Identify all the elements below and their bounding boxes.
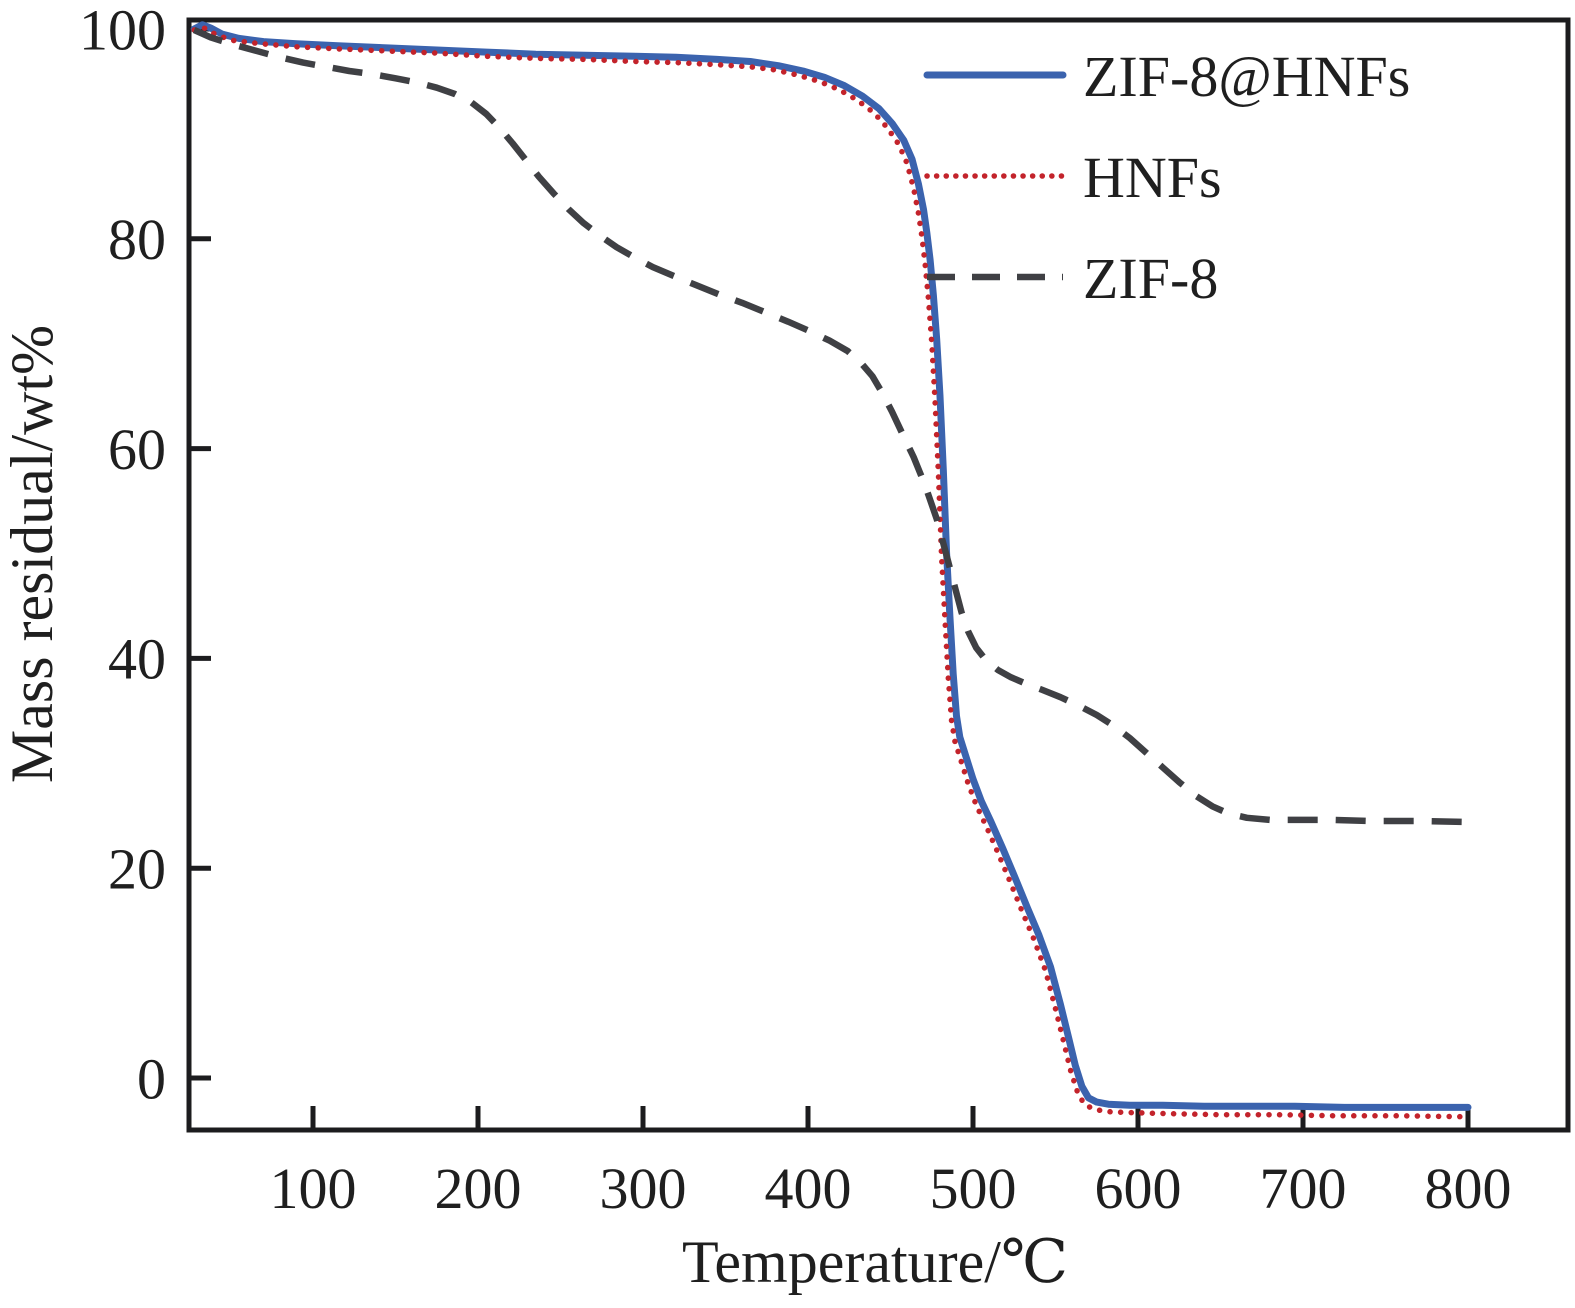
y-tick-label-100: 100: [79, 0, 166, 62]
x-tick-label-200: 200: [435, 1156, 522, 1221]
y-tick-label-20: 20: [108, 837, 166, 902]
y-tick-label-40: 40: [108, 627, 166, 692]
legend-item-zif-8-hnfs: ZIF-8@HNFs: [923, 44, 1410, 109]
y-axis-ticks: [189, 26, 211, 1081]
legend-label: HNFs: [1083, 145, 1222, 210]
series-lines: [190, 21, 1472, 1120]
x-tick-label-300: 300: [600, 1156, 687, 1221]
y-tick-label-0: 0: [137, 1046, 166, 1111]
x-tick-label-500: 500: [930, 1156, 1017, 1221]
y-axis-tick-labels: 0 20 40 60 80 100: [79, 0, 166, 1111]
plot-frame: [186, 17, 1571, 1133]
x-tick-label-700: 700: [1260, 1156, 1347, 1221]
x-tick-label-100: 100: [270, 1156, 357, 1221]
x-tick-label-600: 600: [1095, 1156, 1182, 1221]
legend-label: ZIF-8@HNFs: [1083, 44, 1410, 109]
y-tick-label-60: 60: [108, 417, 166, 482]
x-tick-label-800: 800: [1425, 1156, 1512, 1221]
y-axis-title: Mass residual/wt%: [0, 325, 65, 783]
x-axis-tick-labels: 100 200 300 400 500 600 700 800: [270, 1156, 1512, 1221]
series-line-zif-8: [192, 27, 1469, 826]
legend-item-hnfs: HNFs: [924, 145, 1222, 210]
x-tick-label-400: 400: [765, 1156, 852, 1221]
legend: ZIF-8@HNFs HNFs ZIF-8: [923, 44, 1410, 311]
x-axis-title: Temperature/℃: [682, 1229, 1068, 1295]
y-tick-label-80: 80: [108, 207, 166, 272]
series-line-zif-8-hnfs: [190, 21, 1472, 1111]
series-line-hnfs: [191, 25, 1471, 1120]
legend-label: ZIF-8: [1083, 246, 1218, 311]
legend-item-zif-8: ZIF-8: [927, 246, 1218, 311]
